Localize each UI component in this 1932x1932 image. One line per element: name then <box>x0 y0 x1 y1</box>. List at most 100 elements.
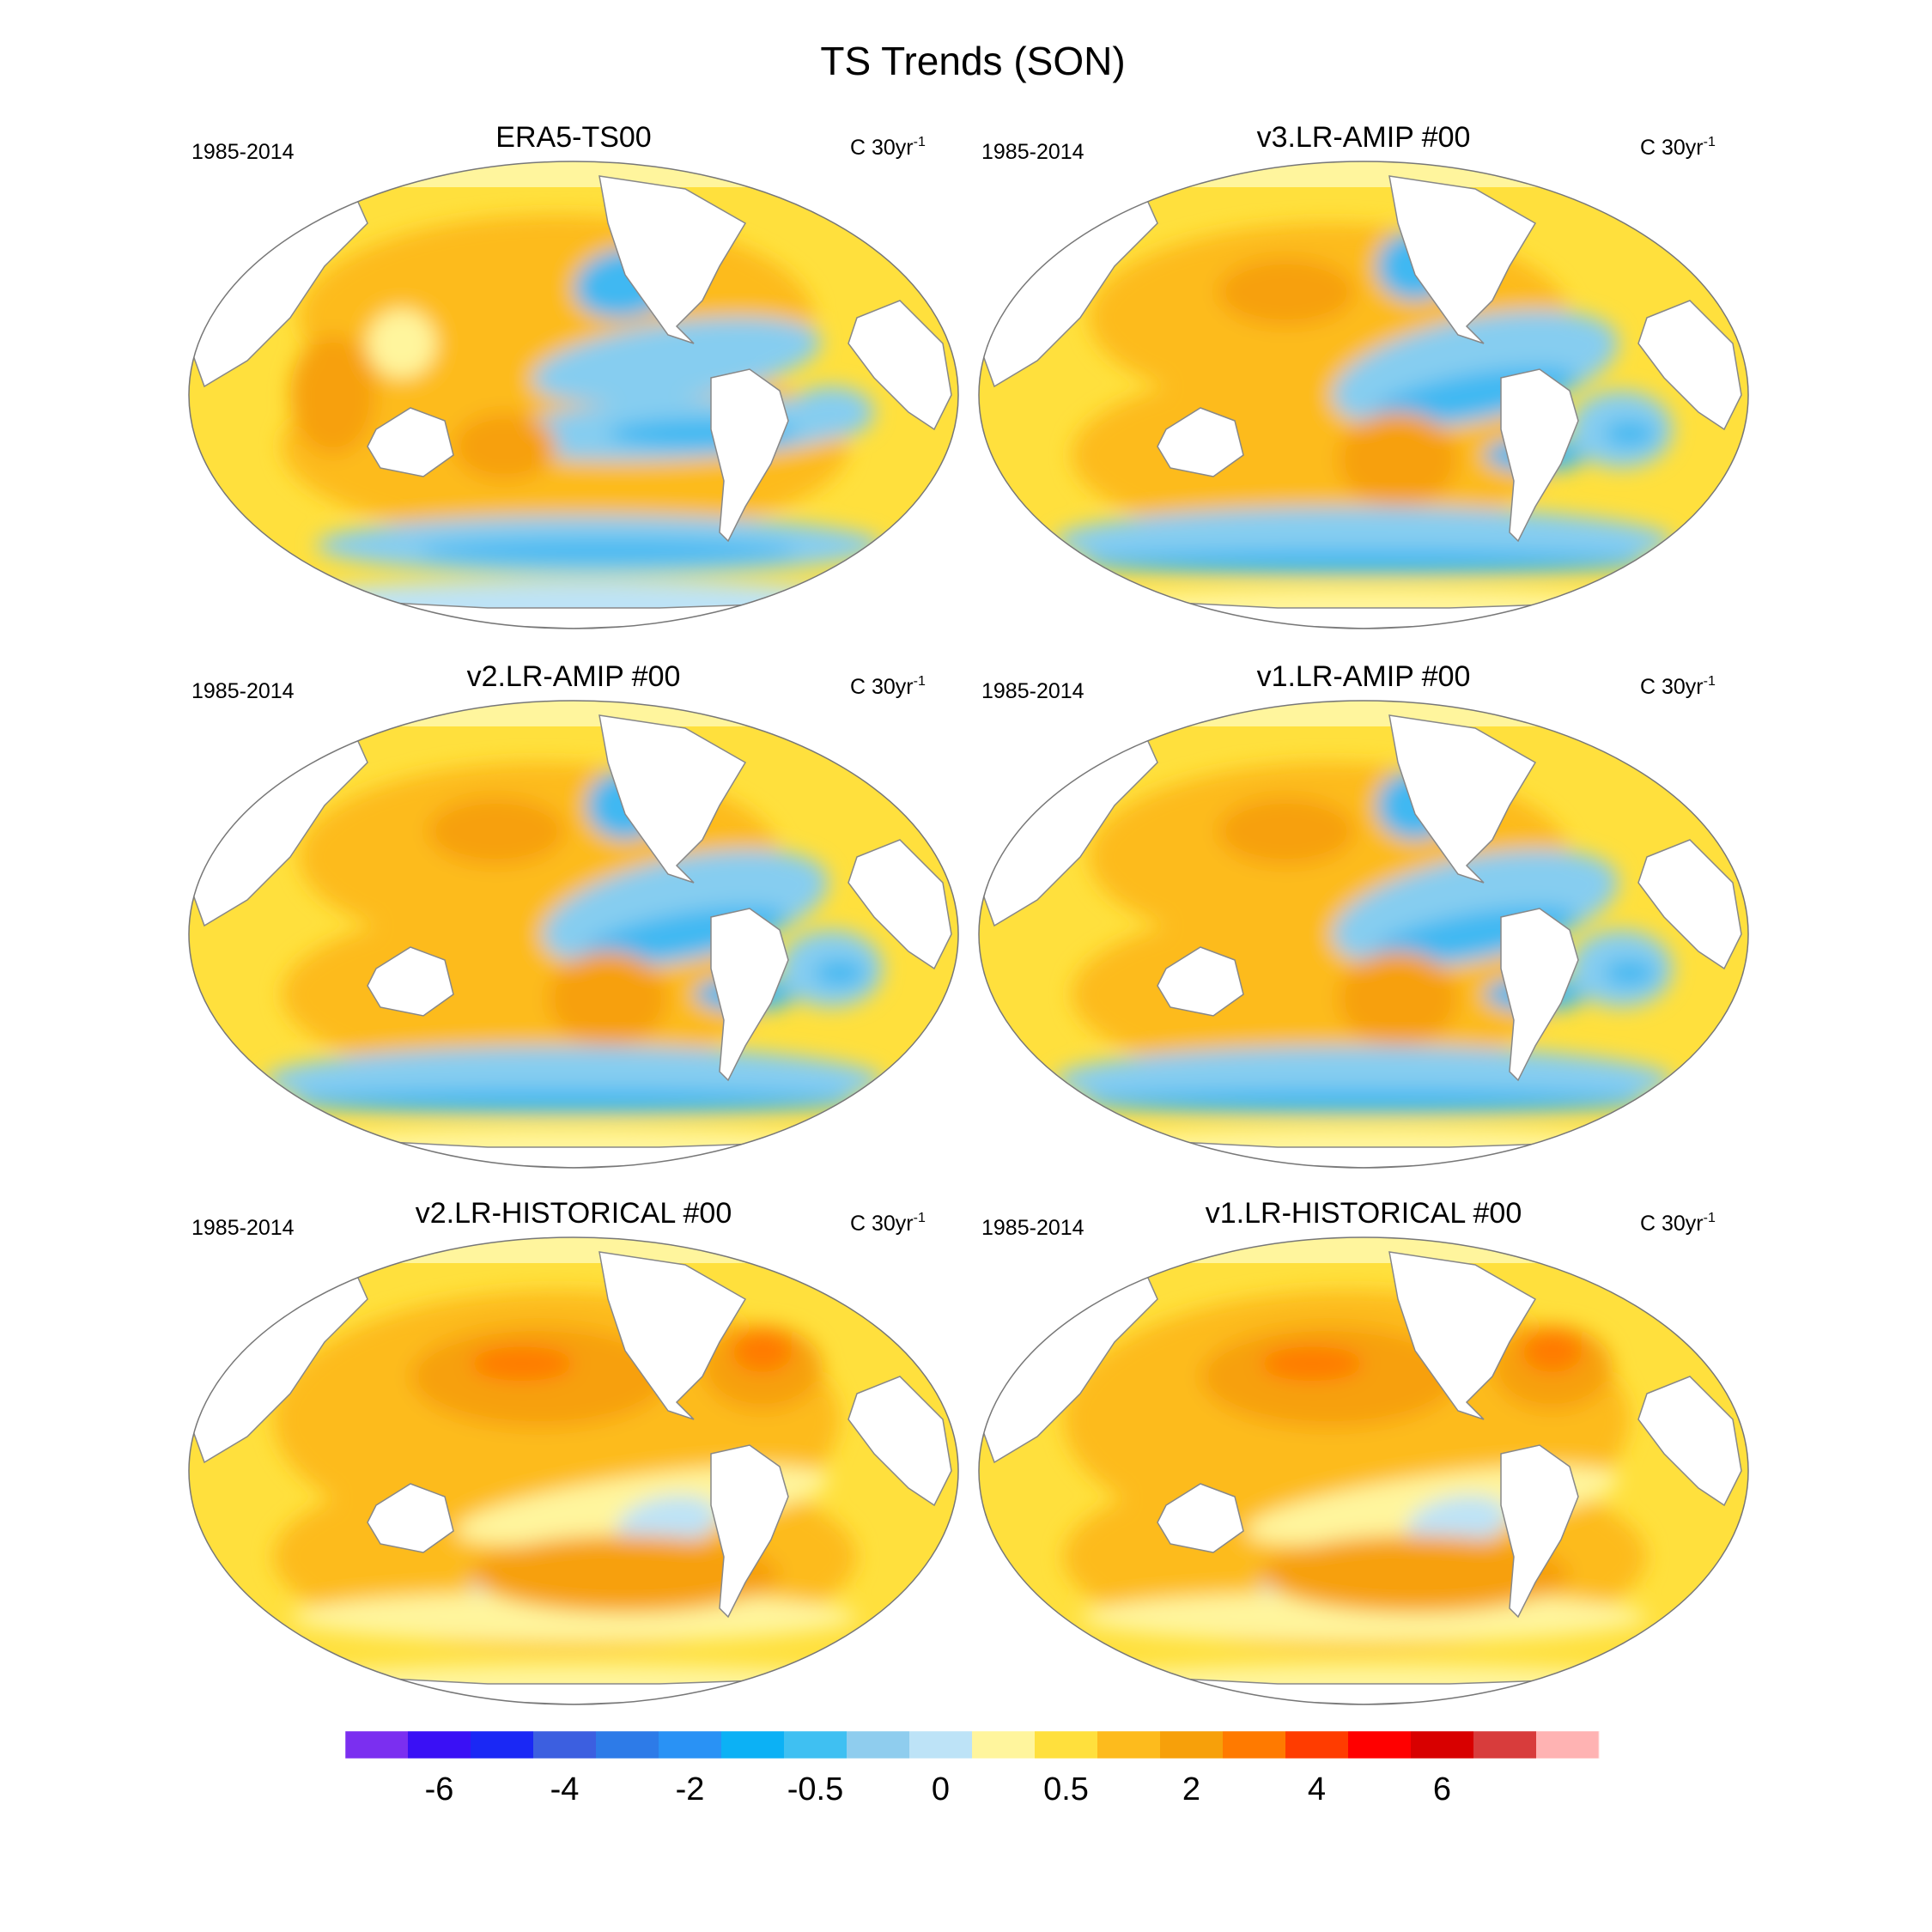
colorbar-segment <box>847 1731 910 1759</box>
land-mass <box>598 1251 747 1420</box>
colorbar-segment <box>721 1731 785 1759</box>
colorbar-tick-label: -0.5 <box>787 1771 843 1807</box>
colorbar-tick-label: 4 <box>1308 1771 1326 1807</box>
colorbar-tick-label: -2 <box>676 1771 705 1807</box>
land-mass <box>367 946 454 1017</box>
trend-region <box>453 412 556 481</box>
colorbar-segment <box>596 1731 659 1759</box>
colorbar-segment <box>1160 1731 1224 1759</box>
land-mass <box>710 1444 789 1619</box>
map-outline <box>978 161 1749 629</box>
trend-region <box>1080 1089 1647 1115</box>
arctic-band <box>979 701 1748 726</box>
land-mass <box>1157 407 1244 477</box>
panel-title: ERA5-TS00 <box>495 121 651 154</box>
land-mass <box>848 1376 952 1507</box>
colorbar-tick-label: 0.5 <box>1043 1771 1089 1807</box>
trend-region <box>1218 797 1355 866</box>
land-mass <box>1637 1376 1742 1507</box>
trend-region <box>1218 258 1355 326</box>
colorbar-segment <box>972 1731 1036 1759</box>
colorbar-segment <box>909 1731 973 1759</box>
trend-region <box>1261 1535 1570 1613</box>
map-field <box>979 701 1748 1168</box>
panel-period: 1985-2014 <box>191 679 295 703</box>
map-field <box>979 161 1748 629</box>
colorbar-segment <box>471 1731 534 1759</box>
panel-period: 1985-2014 <box>981 679 1084 703</box>
land-masses <box>979 1251 1742 1704</box>
colorbar-segment <box>1097 1731 1161 1759</box>
map-panel-v2hist: v2.LR-HISTORICAL #00 1985-2014 C 30yr-1 <box>188 1197 959 1705</box>
colorbar-segment <box>345 1731 409 1759</box>
map-panel-v1hist: v1.LR-HISTORICAL #00 1985-2014 C 30yr-1 <box>978 1197 1749 1705</box>
trend-region <box>548 951 668 1046</box>
colorbar-segment <box>408 1731 471 1759</box>
colorbar-segment <box>1473 1731 1537 1759</box>
map-panel-v1amip: v1.LR-AMIP #00 1985-2014 C 30yr-1 <box>978 660 1749 1169</box>
land-mass <box>598 175 747 344</box>
map-field <box>189 701 958 1168</box>
colorbar-frame <box>344 1730 1600 1759</box>
land-mass <box>848 300 952 431</box>
panel-units: C 30yr-1 <box>850 135 926 160</box>
colorbar-tick-label: -6 <box>425 1771 454 1807</box>
colorbar-tick-label: -4 <box>550 1771 580 1807</box>
arctic-band <box>189 1237 958 1263</box>
trend-region <box>1604 960 1656 986</box>
trend-region <box>290 335 376 455</box>
map-outline <box>978 1236 1749 1705</box>
panel-units-exponent: -1 <box>914 674 926 689</box>
map-field <box>189 1237 958 1704</box>
panel-title: v1.LR-AMIP #00 <box>1257 660 1471 693</box>
panel-units: C 30yr-1 <box>1640 1211 1716 1236</box>
trend-region <box>471 1346 574 1381</box>
map-field <box>189 161 958 629</box>
panel-title: v3.LR-AMIP #00 <box>1257 121 1471 154</box>
colorbar-tick-label: 6 <box>1433 1771 1451 1807</box>
panel-units-exponent: -1 <box>1704 1211 1716 1225</box>
land-mass <box>1500 908 1579 1082</box>
colorbar-segment <box>1035 1731 1098 1759</box>
trend-region <box>1338 412 1458 507</box>
map-outline <box>188 1236 959 1705</box>
land-mass <box>1637 300 1742 431</box>
panel-period: 1985-2014 <box>981 1216 1084 1240</box>
land-mass <box>1157 946 1244 1017</box>
colorbar-segment <box>1348 1731 1412 1759</box>
arctic-band <box>189 701 958 726</box>
map-panel-v2amip: v2.LR-AMIP #00 1985-2014 C 30yr-1 <box>188 660 959 1169</box>
panel-period: 1985-2014 <box>191 1216 295 1240</box>
land-mass <box>1388 175 1537 344</box>
map-panel-era5: ERA5-TS00 1985-2014 C 30yr-1 <box>188 121 959 629</box>
trend-region <box>290 1089 857 1115</box>
land-mass <box>598 714 747 884</box>
trend-region <box>419 539 797 563</box>
land-mass <box>367 1483 454 1553</box>
panel-units: C 30yr-1 <box>1640 135 1716 160</box>
arctic-band <box>979 161 1748 187</box>
map-outline <box>188 161 959 629</box>
panel-units-exponent: -1 <box>914 135 926 149</box>
colorbar-segment <box>1411 1731 1474 1759</box>
land-mass <box>1500 1444 1579 1619</box>
figure-title: TS Trends (SON) <box>820 39 1125 83</box>
land-mass <box>1388 714 1537 884</box>
land-mass <box>1637 839 1742 970</box>
map-outline <box>978 700 1749 1169</box>
panel-title: v1.LR-HISTORICAL #00 <box>1206 1197 1522 1230</box>
map-panel-v3amip: v3.LR-AMIP #00 1985-2014 C 30yr-1 <box>978 121 1749 629</box>
panel-title: v2.LR-AMIP #00 <box>467 660 681 693</box>
colorbar: -6 -4 -2 -0.5 0 0.5 2 4 6 <box>344 1730 1600 1807</box>
land-masses <box>979 714 1742 1168</box>
colorbar-tick-label: 0 <box>932 1771 950 1807</box>
trend-region <box>814 960 866 986</box>
colorbar-segment <box>1285 1731 1349 1759</box>
colorbar-segment <box>1536 1731 1600 1759</box>
trend-region <box>1261 1346 1364 1381</box>
map-outline <box>188 700 959 1169</box>
colorbar-segment <box>784 1731 848 1759</box>
map-field <box>979 1237 1748 1704</box>
land-mass <box>1388 1251 1537 1420</box>
